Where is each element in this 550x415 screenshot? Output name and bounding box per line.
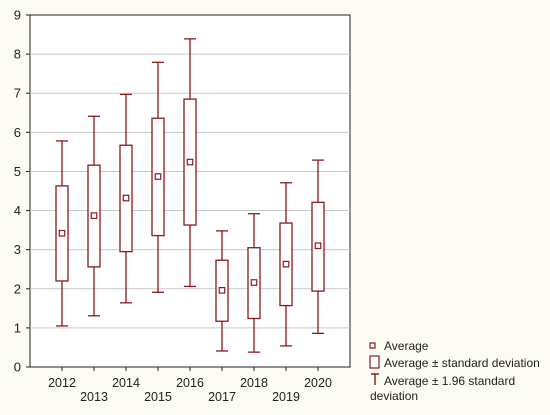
legend-average-swatch	[369, 342, 376, 349]
y-tick-label: 4	[14, 203, 21, 218]
box-2016	[183, 38, 197, 288]
x-tick-label: 2015	[144, 390, 172, 404]
box-2018	[247, 213, 261, 353]
x-tick-label: 2014	[112, 376, 140, 390]
average-marker	[314, 242, 322, 250]
legend-whisker-label-line1: Average ± 1.96 standard	[384, 374, 515, 388]
average-marker	[218, 286, 226, 294]
legend: Average Average ± standard deviation Ave…	[369, 339, 540, 403]
average-marker	[186, 158, 194, 166]
box-series	[55, 38, 325, 353]
y-tick-label: 0	[14, 360, 21, 375]
legend-average-label: Average	[384, 339, 429, 353]
legend-sd-swatch	[369, 355, 380, 369]
legend-whisker-label-line2: deviation	[370, 389, 418, 403]
x-tick-label: 2016	[176, 376, 204, 390]
y-tick-label: 2	[14, 281, 21, 296]
y-tick-label: 3	[14, 242, 21, 257]
box-2020	[311, 159, 325, 335]
y-tick-label: 5	[14, 164, 21, 179]
x-tick-label: 2020	[304, 376, 332, 390]
average-marker	[122, 194, 130, 202]
x-axis-ticks: 2012 2013 2014 2015 2016 2017 2018 2019 2020	[48, 367, 332, 404]
y-tick-label: 7	[14, 86, 21, 101]
legend-sd-label: Average ± standard deviation	[384, 356, 540, 370]
y-tick-label: 6	[14, 125, 21, 140]
x-tick-label: 2012	[48, 376, 76, 390]
x-tick-label: 2017	[208, 390, 236, 404]
box-2019	[279, 182, 293, 347]
box-2017	[215, 230, 229, 352]
average-marker	[250, 279, 258, 286]
box-2013	[87, 115, 101, 317]
x-tick-label: 2018	[240, 376, 268, 390]
x-tick-label: 2013	[80, 390, 108, 404]
legend-whisker-label: Average ± 1.96 standard deviation	[370, 374, 515, 403]
box-2014	[119, 93, 133, 304]
average-marker	[58, 229, 66, 237]
average-marker	[154, 173, 162, 180]
average-marker	[282, 260, 290, 268]
box-2012	[55, 140, 69, 327]
x-tick-label: 2019	[272, 390, 300, 404]
y-tick-label: 9	[14, 8, 21, 23]
y-tick-label: 8	[14, 47, 21, 62]
y-tick-label: 1	[14, 320, 21, 335]
y-axis-ticks: 0 1 2 3 4 5 6 7 8 9	[14, 8, 30, 375]
average-marker	[90, 212, 98, 219]
box-2015	[151, 61, 165, 293]
